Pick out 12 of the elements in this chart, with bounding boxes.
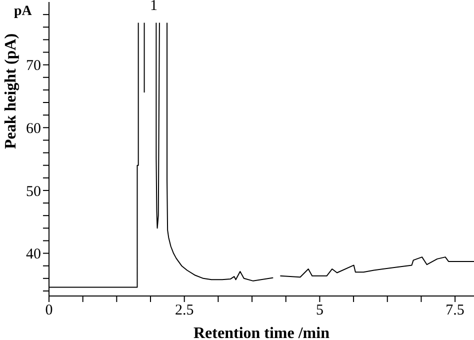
x-tick-label: 7.5	[446, 302, 464, 319]
x-tick-label: 5	[316, 302, 324, 319]
y-tick-label: 60	[26, 120, 41, 137]
text: pA	[14, 4, 32, 20]
x-axis-title: Retention time /min	[194, 325, 330, 340]
y-tick-label: 40	[26, 246, 41, 263]
y-tick-label: 70	[26, 58, 41, 74]
annotation: 1	[150, 0, 158, 15]
x-tick-label: 0	[45, 302, 53, 319]
y-axis-title: Peak height (pA)	[2, 33, 20, 149]
y-tick-label: 50	[26, 184, 41, 200]
x-tick-label: 2.5	[174, 302, 194, 319]
